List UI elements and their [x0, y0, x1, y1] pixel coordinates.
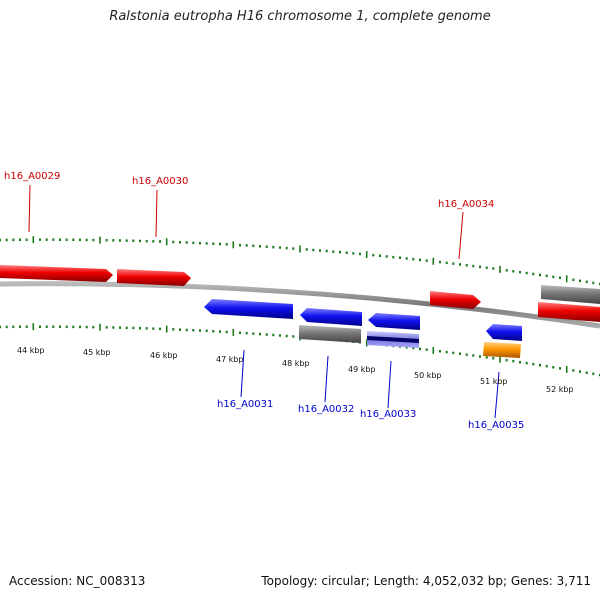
- leader-h16-a0032: [324, 355, 329, 403]
- leader-h16-a0031: [240, 349, 245, 398]
- ruler-label-50kbp: 50 kbp: [414, 371, 442, 380]
- outer-tick-row: [0, 236, 600, 286]
- gene-h16-a0032-arrow[interactable]: [300, 308, 362, 326]
- reverse-strand-features: [204, 299, 522, 358]
- gene-forward-edge-arrow[interactable]: [538, 302, 600, 322]
- feature-gray-reverse[interactable]: [299, 325, 361, 343]
- gene-label-h16-a0031[interactable]: h16_A0031: [217, 399, 273, 410]
- gene-labels: h16_A0029 h16_A0030 h16_A0034 h16_A0031 …: [4, 171, 524, 431]
- ruler-label-51kbp: 51 kbp: [480, 377, 508, 386]
- gene-h16-a0029-arrow[interactable]: [0, 265, 113, 282]
- label-leaders: [28, 184, 500, 419]
- gene-label-h16-a0032[interactable]: h16_A0032: [298, 404, 354, 415]
- accession-text: Accession: NC_008313: [9, 574, 146, 588]
- leader-h16-a0033: [387, 360, 392, 409]
- gene-label-h16-a0029[interactable]: h16_A0029: [4, 171, 60, 182]
- feature-striped[interactable]: [367, 331, 419, 348]
- leader-h16-a0029: [28, 184, 31, 233]
- ruler-label-44kbp: 44 kbp: [17, 346, 45, 355]
- ruler-label-52kbp: 52 kbp: [546, 385, 574, 394]
- ruler-label-47kbp: 47 kbp: [216, 355, 244, 364]
- gene-label-h16-a0030[interactable]: h16_A0030: [132, 176, 188, 187]
- ruler-label-48kbp: 48 kbp: [282, 359, 310, 368]
- ruler-label-45kbp: 45 kbp: [83, 348, 111, 357]
- gene-h16-a0031-arrow[interactable]: [204, 299, 293, 319]
- feature-orange-rna[interactable]: [483, 342, 521, 358]
- gene-label-h16-a0033[interactable]: h16_A0033: [360, 409, 416, 420]
- gene-h16-a0030-arrow[interactable]: [117, 269, 191, 286]
- ruler-labels: 44 kbp 45 kbp 46 kbp 47 kbp 48 kbp 49 kb…: [17, 346, 574, 394]
- gene-h16-a0034-arrow[interactable]: [430, 291, 481, 309]
- ruler-label-46kbp: 46 kbp: [150, 351, 178, 360]
- gene-label-h16-a0035[interactable]: h16_A0035: [468, 420, 524, 431]
- leader-h16-a0034: [458, 211, 464, 260]
- leader-h16-a0035: [494, 371, 500, 419]
- genome-backbone: [0, 281, 600, 329]
- gene-label-h16-a0034[interactable]: h16_A0034: [438, 199, 494, 210]
- forward-strand-features: [0, 265, 600, 322]
- map-title: Ralstonia eutropha H16 chromosome 1, com…: [109, 9, 491, 24]
- ruler-label-49kbp: 49 kbp: [348, 365, 376, 374]
- genome-summary-text: Topology: circular; Length: 4,052,032 bp…: [261, 574, 591, 588]
- leader-h16-a0030: [155, 189, 158, 238]
- feature-gray-forward[interactable]: [541, 285, 600, 304]
- gene-h16-a0033-arrow[interactable]: [368, 313, 420, 330]
- gene-h16-a0035-arrow[interactable]: [486, 324, 522, 341]
